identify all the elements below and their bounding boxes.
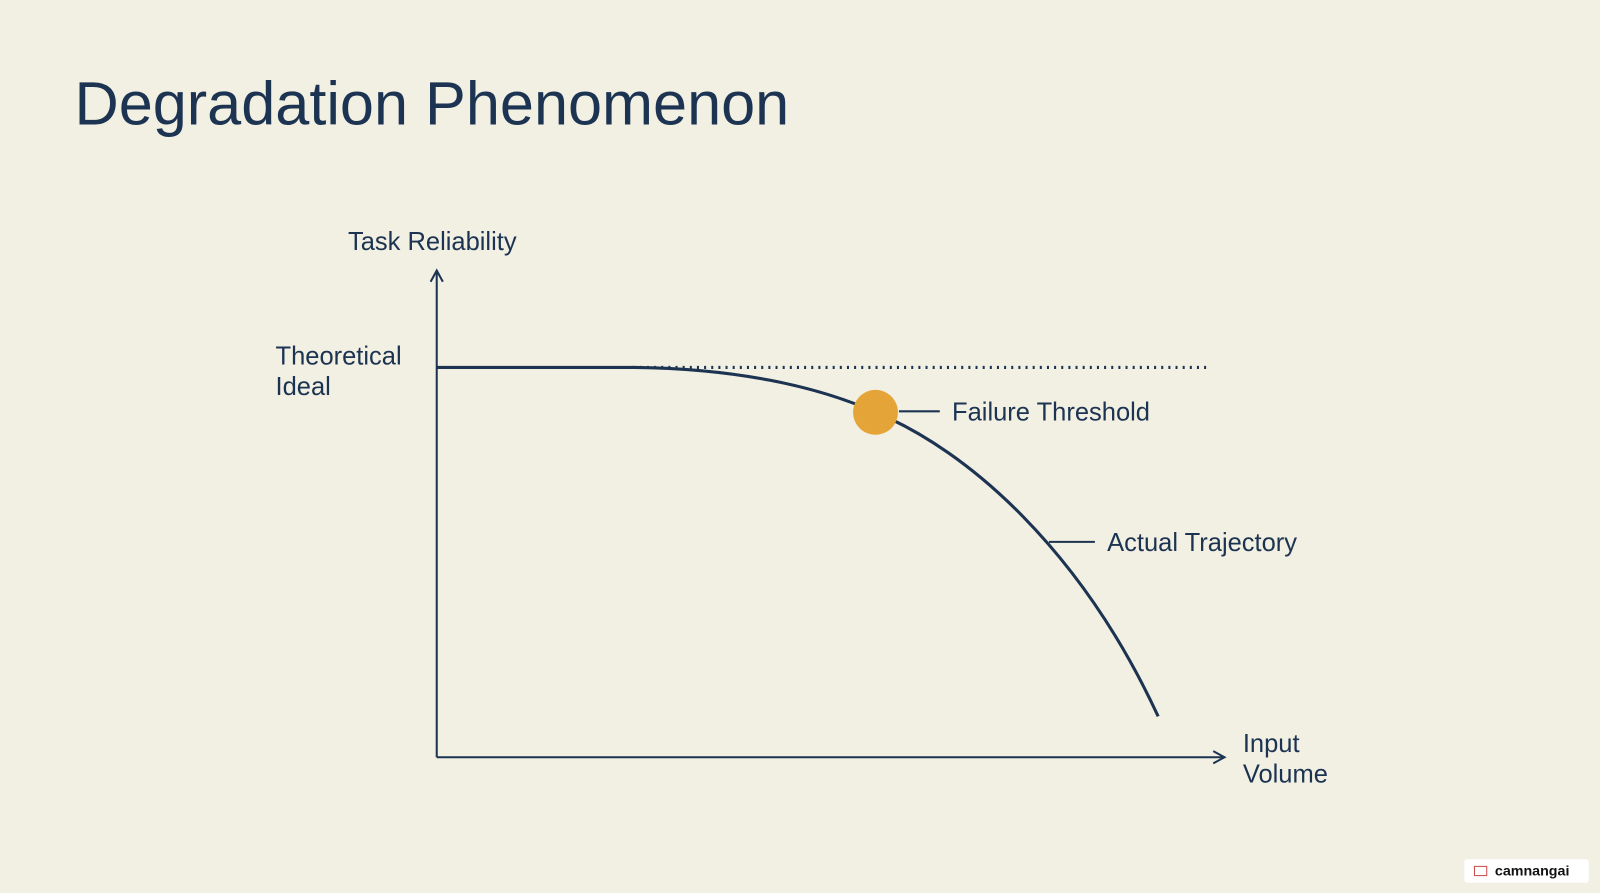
- watermark-icon: [1473, 865, 1488, 877]
- ideal-label: Ideal: [276, 373, 331, 401]
- watermark-box: [1464, 859, 1589, 883]
- x-axis-arrow: [1212, 750, 1227, 765]
- watermark-text: camnangai: [1495, 864, 1570, 880]
- failure-label: Failure Threshold: [952, 398, 1150, 426]
- ideal-label: Theoretical: [276, 342, 402, 370]
- y-axis-arrow: [429, 268, 444, 283]
- y-axis-label: Task Reliability: [348, 228, 517, 256]
- x-axis-label: Input: [1243, 730, 1300, 758]
- failure-point: [853, 389, 898, 435]
- trajectory-label: Actual Trajectory: [1107, 529, 1297, 557]
- x-axis-label: Volume: [1243, 761, 1328, 789]
- slide-title: Degradation Phenomenon: [74, 70, 789, 138]
